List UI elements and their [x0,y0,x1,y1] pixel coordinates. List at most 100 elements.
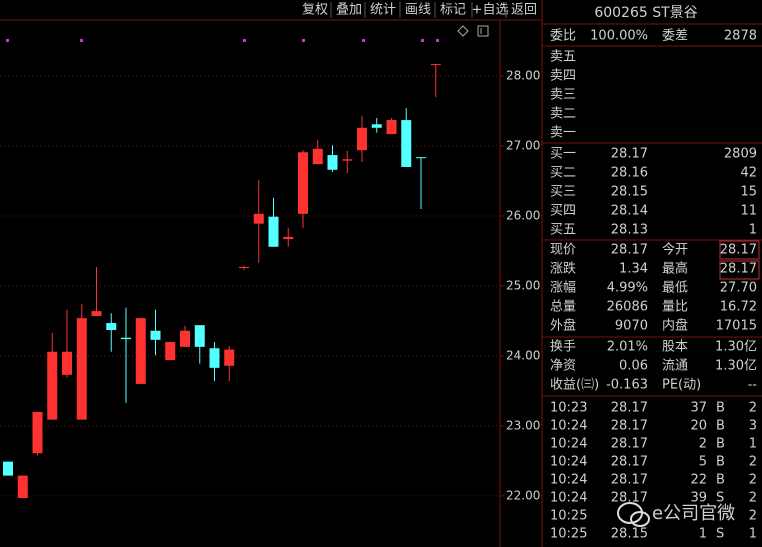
candle-body [224,349,235,366]
quote-value: 16.72 [720,300,757,315]
candle-body [371,124,382,128]
highlight-box [719,240,760,260]
buy-price: 28.16 [611,166,648,181]
marker [302,39,305,42]
candle-body [76,318,87,420]
y-tick-label: 25.00 [506,278,540,292]
buy-price: 28.15 [611,185,648,200]
markers [6,39,439,42]
buy-label: 买四 [550,204,576,219]
finance-label: 换手 [550,340,576,355]
trade-time: 10:23 [550,401,587,416]
trade-count: 1 [749,527,757,542]
trade-count: 2 [749,491,757,506]
trade-price: 28.17 [611,455,648,470]
toolbar-button[interactable]: 标记 [440,3,466,18]
quote-label: 最低 [662,281,688,296]
quote-label: 涨幅 [550,281,576,296]
sell-label: 卖一 [550,126,576,141]
label: 委比 [550,29,576,44]
candle-body [165,341,176,361]
trade-volume: 5 [699,455,707,470]
y-tick-label: 22.00 [506,488,540,502]
trade-count: 2 [749,455,757,470]
candle-body [135,318,146,384]
candle-body [194,325,205,347]
trade-side: B [716,437,725,452]
buy-price: 28.13 [611,223,648,238]
trade-count: 2 [749,473,757,488]
candle-body [327,155,338,170]
y-tick-label: 24.00 [506,348,540,362]
quote-label: 总量 [550,300,576,315]
trade-time: 10:24 [550,437,587,452]
trade-count: 2 [749,401,757,416]
trade-volume: 22 [690,473,707,488]
trade-price: 28.17 [611,401,648,416]
marker [6,39,9,42]
finance-label: PE(动) [662,378,701,393]
trade-volume: 20 [690,419,707,434]
sell-label: 卖二 [550,107,576,122]
candle-body [298,152,308,214]
trade-price: 28.17 [611,419,648,434]
toolbar-button[interactable]: +自选 [472,3,509,18]
trade-side: B [716,473,725,488]
trade-price: 28.17 [611,473,648,488]
quote-value: 28.17 [720,262,757,277]
marker [421,39,424,42]
buy-volume: 42 [740,166,757,181]
quote-label: 最高 [662,261,688,277]
y-tick-label: 28.00 [506,68,540,82]
finance-value: 1.30亿 [715,340,757,355]
buy-volume: 15 [740,185,757,200]
finance-label: 流通 [662,359,688,374]
value: 100.00% [590,29,648,44]
candle-body [150,330,161,340]
buy-label: 买二 [550,166,576,181]
candle-body [239,267,249,269]
trade-count: 2 [749,509,757,524]
buy-volume: 1 [749,223,757,238]
candle-body [47,351,58,420]
panel-icon[interactable] [477,25,489,37]
trade-side: B [716,401,725,416]
diamond-icon[interactable] [457,25,469,37]
finance-label: 股本 [662,340,688,355]
buy-label: 买五 [550,223,576,238]
trade-price: 28.17 [611,491,648,506]
finance-value: -0.163 [606,378,648,393]
toolbar-button[interactable]: 叠加 [336,3,362,18]
candle-body [357,127,367,151]
candle-body [416,157,426,159]
toolbar-button[interactable]: 复权 [302,2,328,18]
marker [436,39,439,42]
candle-body [386,120,397,135]
toolbar-button[interactable]: 画线 [405,3,431,18]
trade-price: 28.15 [611,527,648,542]
watermark-icon [630,511,650,527]
finance-label: 净资 [550,359,576,374]
quote-value: 17015 [716,319,757,334]
candle-body [312,148,323,165]
candle-body [401,120,412,167]
candle-body [209,348,220,368]
candle-body [91,311,102,317]
trade-side: B [716,419,725,434]
trade-count: 1 [749,437,757,452]
buy-label: 买三 [550,185,576,200]
toolbar-button[interactable]: 返回 [511,3,537,18]
quote-value: 4.99% [607,281,648,296]
quote-label: 量比 [662,300,688,315]
trade-time: 10:25 [550,527,587,542]
trade-volume: 1 [699,527,707,542]
candle-body [62,351,72,375]
toolbar-button[interactable]: 统计 [370,3,396,18]
finance-label: 收益(㈢) [550,378,599,393]
trade-price: 28.17 [611,437,648,452]
buy-price: 28.17 [611,147,648,162]
trade-side: S [716,491,724,506]
marker [80,39,83,42]
